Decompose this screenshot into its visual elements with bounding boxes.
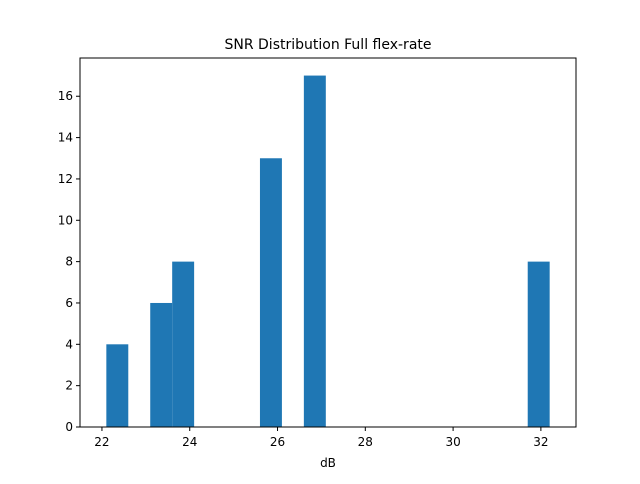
y-tick-label: 12: [58, 172, 73, 186]
x-tick-label: 24: [182, 435, 197, 449]
y-tick-label: 10: [58, 213, 73, 227]
histogram-bar-3: [259, 158, 282, 427]
axes-frame: [79, 57, 577, 428]
chart-title: SNR Distribution Full flex-rate: [224, 37, 431, 53]
y-tick-label: 16: [58, 89, 73, 103]
histogram-bar-4: [303, 75, 326, 427]
y-tick-label: 6: [65, 296, 73, 310]
histogram-bar-5: [527, 261, 550, 427]
x-tick-label: 32: [533, 435, 548, 449]
x-tick-label: 26: [270, 435, 285, 449]
y-axis: 0 2 4 6 8 10 12 14 16: [58, 89, 80, 434]
x-tick-label: 28: [358, 435, 373, 449]
histogram-bar-0: [106, 344, 129, 427]
y-tick-label: 14: [58, 131, 73, 145]
y-tick-label: 2: [65, 379, 73, 393]
x-axis-label: dB: [320, 456, 336, 470]
x-tick-label: 30: [445, 435, 460, 449]
y-tick-label: 4: [65, 337, 73, 351]
y-tick-label: 0: [65, 420, 73, 434]
histogram-bar-2: [172, 261, 195, 427]
bars-layer: [106, 75, 550, 427]
histogram-bar-1: [150, 302, 173, 427]
x-tick-label: 22: [94, 435, 109, 449]
y-tick-label: 8: [65, 255, 73, 269]
x-axis: 22 24 26 28 30 32: [94, 427, 549, 449]
